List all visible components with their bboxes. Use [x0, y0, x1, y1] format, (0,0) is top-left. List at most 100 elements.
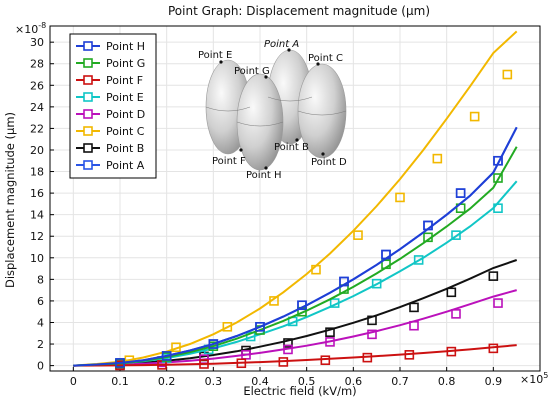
ellipsoid-equators — [205, 96, 347, 127]
data-point — [278, 357, 289, 367]
y-tick-label: 6 — [37, 295, 44, 308]
series-line — [73, 126, 518, 367]
y-tick-label: 10 — [30, 252, 44, 265]
inset-label-b: Point B — [274, 142, 309, 153]
data-point — [115, 358, 125, 368]
x-tick-label: 0.2 — [158, 375, 176, 388]
data-point — [413, 255, 424, 265]
data-point — [469, 111, 480, 122]
data-point — [488, 343, 499, 354]
y-tick-label: 22 — [30, 122, 44, 135]
data-point — [367, 329, 377, 340]
x-tick-label: 0.1 — [111, 375, 129, 388]
series-line — [73, 30, 518, 367]
inset-label-h: Point H — [246, 170, 282, 181]
data-point — [329, 298, 340, 308]
x-tick-label: 0.3 — [205, 375, 223, 388]
data-point — [493, 203, 503, 214]
series-line — [73, 289, 517, 367]
legend-item: Point H — [76, 40, 145, 53]
legend-swatch-marker — [83, 75, 93, 85]
data-point — [432, 153, 443, 164]
legend-swatch-marker — [83, 109, 93, 119]
inset-label-a: Point A — [264, 39, 299, 50]
data-point — [446, 346, 457, 357]
inset-diagram: Point E Point G Point A Point C Point B … — [198, 39, 347, 181]
y-tick-label: 8 — [37, 273, 44, 286]
data-point — [283, 338, 293, 348]
legend-item: Point B — [76, 142, 144, 155]
y-tick-label: 4 — [37, 316, 44, 329]
y-tick-label: 30 — [30, 36, 44, 49]
legend-swatch-marker — [83, 41, 93, 51]
y-axis-label: Displacement magnitude (µm) — [3, 112, 17, 288]
legend-swatch-marker — [83, 92, 93, 102]
x-tick-label: 0.9 — [485, 375, 503, 388]
series-point-h — [73, 126, 518, 368]
inset-label-c: Point C — [308, 53, 343, 64]
legend-label: Point G — [106, 57, 145, 70]
y-tick-label: 18 — [30, 166, 44, 179]
legend-label: Point E — [106, 91, 144, 104]
y-tick-label: 2 — [37, 338, 44, 351]
data-point — [451, 230, 461, 240]
y-tick-label: 24 — [30, 101, 44, 114]
x-axis: 0 0.1 0.2 0.3 0.4 0.5 0.6 0.7 0.8 0.9 — [70, 367, 502, 388]
data-point — [283, 344, 293, 355]
data-point — [161, 351, 172, 361]
data-point — [320, 355, 331, 366]
y-tick-label: 28 — [30, 58, 44, 71]
legend-item: Point F — [76, 74, 143, 87]
y-tick-label: 0 — [37, 360, 44, 373]
chart-title: Point Graph: Displacement magnitude (µm) — [168, 4, 430, 18]
data-point — [493, 173, 503, 183]
x-tick-label: 0 — [70, 375, 77, 388]
series-point-d — [73, 289, 517, 370]
legend-item: Point E — [76, 91, 144, 104]
data-point — [409, 302, 419, 313]
data-point — [353, 230, 363, 240]
legend-item: Point D — [76, 108, 145, 121]
legend-swatch-marker — [83, 143, 93, 153]
data-point — [404, 350, 415, 360]
data-point — [311, 264, 321, 275]
data-point — [371, 278, 382, 289]
legend-item: Point C — [76, 125, 145, 138]
data-point — [255, 321, 265, 332]
data-point — [325, 327, 335, 337]
data-point — [199, 359, 209, 369]
legend-label: Point C — [106, 125, 145, 138]
legend-label: Point B — [106, 142, 144, 155]
data-point — [222, 321, 233, 332]
x-tick-label: 0.6 — [345, 375, 363, 388]
y-tick-label: 14 — [30, 209, 44, 222]
data-point — [502, 69, 513, 80]
plot-area — [49, 25, 541, 372]
data-point — [381, 249, 391, 260]
data-point — [409, 320, 419, 331]
y-tick-label: 20 — [30, 144, 44, 157]
x-tick-label: 0.4 — [251, 375, 269, 388]
y-tick-label: 12 — [30, 230, 44, 243]
series-line — [73, 344, 517, 367]
inset-label-f: Point F — [212, 156, 246, 167]
data-point — [208, 339, 219, 349]
series-layer — [73, 30, 518, 371]
data-point — [488, 271, 499, 281]
data-point — [455, 188, 466, 198]
legend-label: Point D — [106, 108, 145, 121]
legend-label: Point H — [106, 40, 145, 53]
series-point-g — [73, 146, 518, 369]
data-point — [362, 352, 373, 363]
data-point — [381, 259, 391, 270]
legend-swatch-marker — [83, 58, 93, 68]
legend-swatch-marker — [83, 126, 93, 136]
data-point — [171, 342, 181, 353]
data-point — [446, 287, 457, 298]
series-line — [73, 259, 518, 367]
y-axis-exponent: ×10-8 — [15, 21, 46, 36]
legend: Point H Point G Point F Point E Point D Point… — [69, 33, 157, 179]
data-point — [493, 298, 503, 308]
